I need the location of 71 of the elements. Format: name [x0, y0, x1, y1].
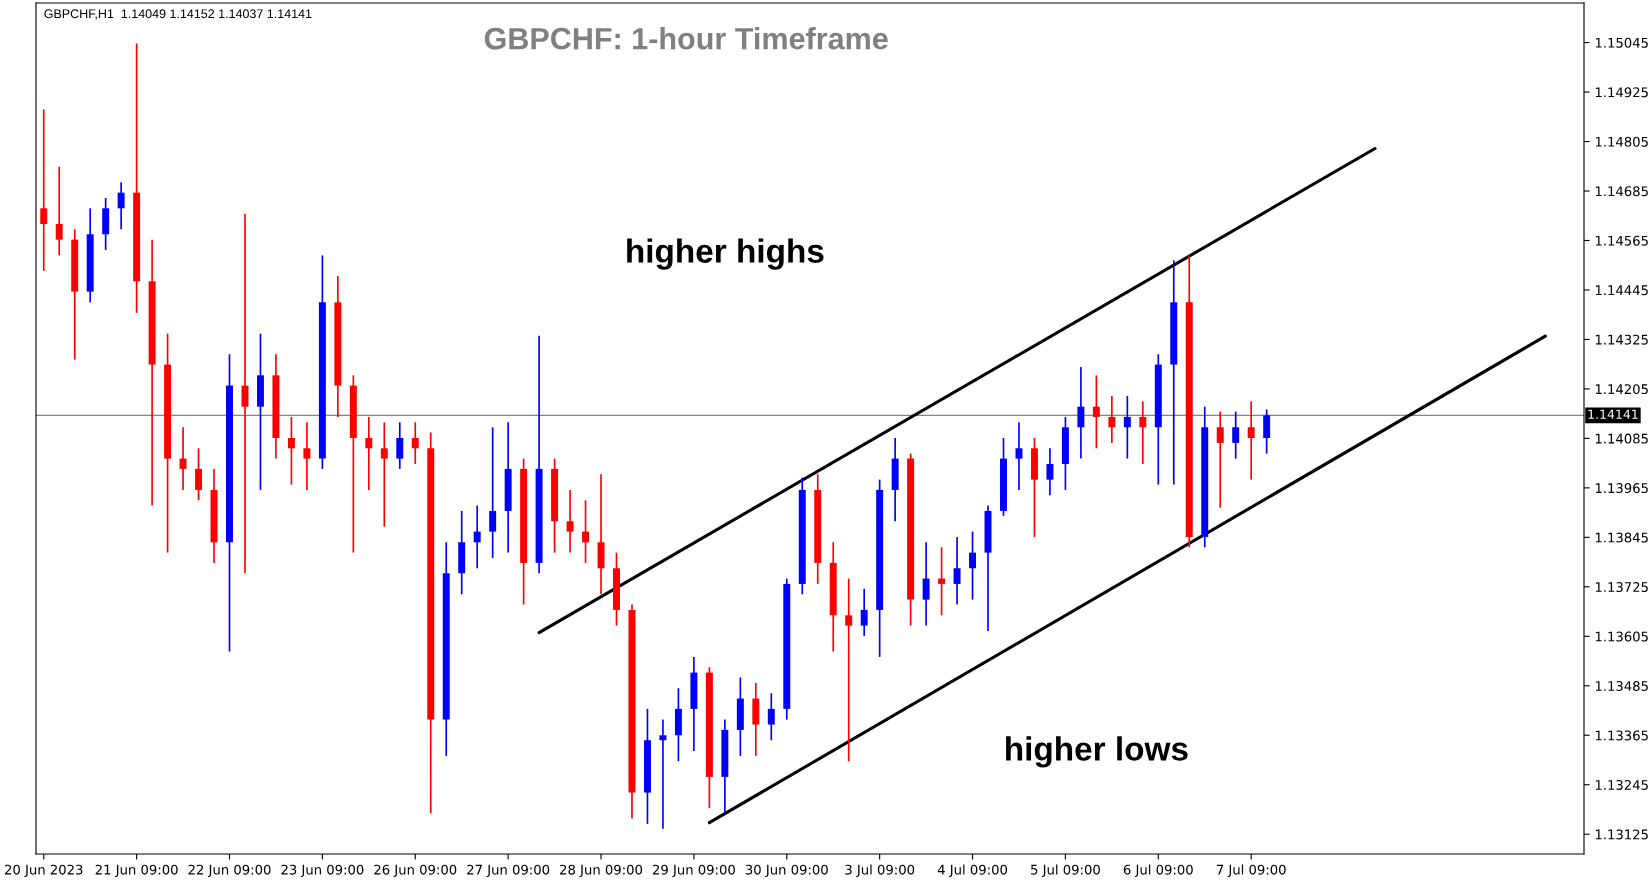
y-tick-label: 1.15045 — [1595, 37, 1648, 48]
y-tick-label: 1.13965 — [1595, 483, 1648, 494]
y-tick-label: 1.13485 — [1595, 681, 1648, 691]
candlestick — [969, 530, 977, 601]
y-tick-label: 1.14925 — [1595, 87, 1648, 98]
ref-line-label: 1.14141 — [1588, 409, 1638, 419]
candlestick — [938, 546, 946, 617]
candlestick — [489, 426, 497, 559]
candlestick — [1015, 421, 1023, 491]
candlestick — [1139, 400, 1147, 465]
x-tick-label: 5 Jul 09:00 — [1031, 864, 1100, 878]
candlestick — [1077, 366, 1085, 460]
annotation: higher lows — [1006, 736, 1188, 768]
candlestick — [396, 421, 404, 470]
candlestick — [1046, 447, 1054, 497]
candlestick — [1247, 400, 1255, 481]
annotation: GBPCHF,H1 1.14049 1.14152 1.14037 1.14141 — [44, 9, 312, 20]
candlestick — [1216, 410, 1224, 509]
x-tick-label: 22 Jun 09:00 — [188, 864, 271, 878]
x-tick-label: 27 Jun 09:00 — [467, 864, 550, 878]
x-tick-label: 7 Jul 09:00 — [1216, 864, 1286, 878]
candlestick — [411, 421, 419, 465]
y-tick-label: 1.14685 — [1595, 186, 1648, 197]
y-tick-label: 1.14445 — [1595, 285, 1648, 296]
y-tick-label: 1.14085 — [1595, 433, 1648, 444]
x-tick-label: 3 Jul 09:00 — [845, 864, 915, 878]
candlestick — [117, 181, 125, 231]
x-tick-label: 4 Jul 09:00 — [937, 864, 1008, 878]
candlestick — [195, 447, 203, 502]
x-tick-label: 29 Jun 09:00 — [652, 864, 735, 878]
y-tick-label: 1.13125 — [1595, 829, 1648, 840]
y-tick-label: 1.13365 — [1595, 730, 1648, 741]
y-tick-label: 1.13845 — [1595, 532, 1648, 543]
y-tick-label: 1.14565 — [1595, 235, 1648, 246]
candlestick — [303, 421, 311, 491]
candlestick — [845, 577, 853, 763]
candlestick — [1232, 410, 1240, 460]
candlestick — [1092, 374, 1100, 450]
x-tick-label: 23 Jun 09:00 — [281, 864, 364, 878]
candlestick — [1263, 408, 1271, 455]
candlestick — [767, 692, 775, 742]
candlestick — [953, 536, 961, 606]
y-tick-label: 1.14805 — [1595, 136, 1648, 147]
y-tick-label: 1.13245 — [1595, 779, 1648, 790]
x-tick-label: 28 Jun 09:00 — [560, 864, 643, 878]
annotation: higher highs — [627, 238, 824, 270]
x-tick-label: 26 Jun 09:00 — [374, 864, 457, 878]
candlestick — [582, 499, 590, 564]
candlestick — [365, 416, 373, 491]
candlestick — [55, 165, 63, 257]
candlestick — [1123, 395, 1131, 460]
candlestick — [241, 212, 249, 575]
x-tick-label: 6 Jul 09:00 — [1123, 864, 1193, 878]
candlestick — [40, 108, 48, 272]
candlestick — [179, 426, 187, 491]
text: GBPCHF: 1-hour Timeframe — [484, 27, 888, 50]
candlestick — [860, 588, 868, 637]
candlestick — [473, 504, 481, 570]
x-tick-label: 20 Jun 2023 — [5, 864, 83, 878]
y-tick-label: 1.13605 — [1595, 631, 1648, 642]
candlestick — [566, 489, 574, 554]
x-tick-label: 21 Jun 09:00 — [95, 864, 178, 878]
candlestick — [380, 421, 388, 528]
y-tick-label: 1.14205 — [1595, 384, 1648, 395]
candlestick — [1108, 395, 1116, 444]
candlestick — [659, 718, 667, 830]
candlestick — [922, 541, 930, 627]
y-tick-label: 1.14325 — [1595, 334, 1648, 345]
y-tick-label: 1.13725 — [1595, 582, 1648, 593]
candlestick — [287, 416, 295, 486]
x-tick-label: 30 Jun 09:00 — [745, 864, 828, 878]
